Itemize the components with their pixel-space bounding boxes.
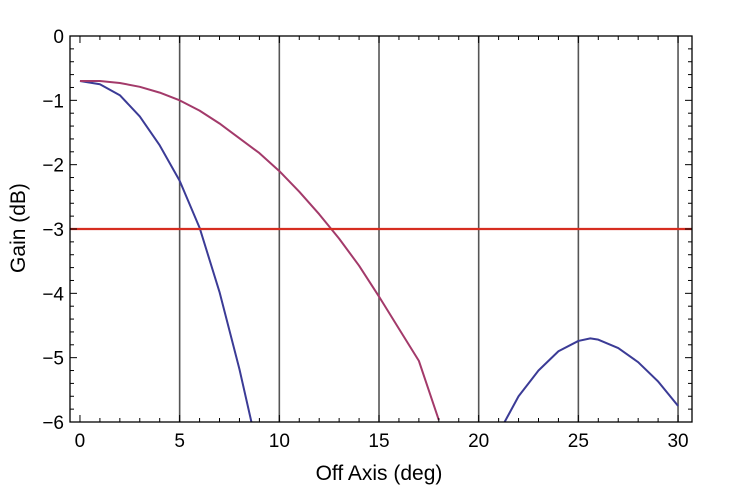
series-lines <box>70 80 692 423</box>
y-tick-label-4: −4 <box>42 284 64 305</box>
series-line-1 <box>503 337 679 423</box>
series-line-0 <box>79 80 253 423</box>
tick-labels: 0 5 10 15 20 25 30 0 −1 −2 −3 −4 −5 −6 <box>42 27 688 452</box>
y-tick-label-0: 0 <box>53 27 64 48</box>
axis-ticks <box>70 35 692 423</box>
y-tick-label-1: −1 <box>42 91 64 112</box>
y-tick-label-6: −6 <box>42 413 64 434</box>
x-tick-label-20: 20 <box>468 431 489 452</box>
x-axis-title: Off Axis (deg) <box>316 462 443 485</box>
y-tick-label-3: −3 <box>42 220 64 241</box>
x-tick-label-5: 5 <box>174 431 185 452</box>
series-line-2 <box>79 80 440 421</box>
x-tick-label-25: 25 <box>568 431 589 452</box>
y-axis-title: Gain (dB) <box>7 183 30 273</box>
y-tick-label-5: −5 <box>42 349 64 370</box>
x-tick-label-10: 10 <box>269 431 290 452</box>
y-tick-label-2: −2 <box>42 156 64 177</box>
x-tick-label-0: 0 <box>75 431 86 452</box>
x-tick-label-30: 30 <box>667 431 688 452</box>
x-tick-label-15: 15 <box>368 431 389 452</box>
